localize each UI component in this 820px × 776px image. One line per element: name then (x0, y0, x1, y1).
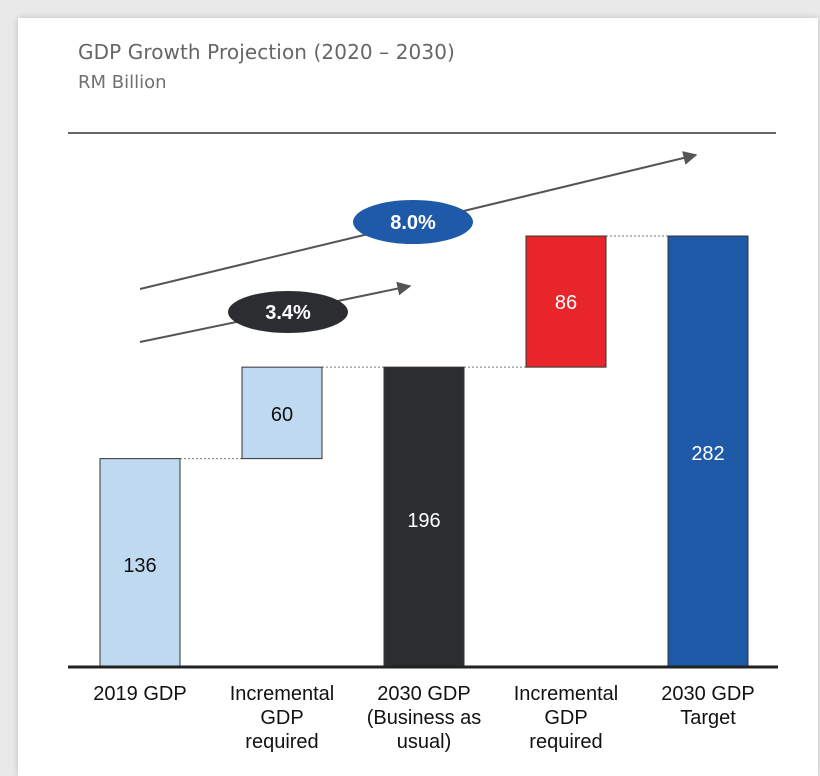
category-label-line: required (245, 731, 319, 753)
growth-rate-label: 3.4% (265, 302, 311, 324)
chart-title: GDP Growth Projection (2020 – 2030) (78, 40, 455, 64)
data-label: 86 (555, 292, 577, 314)
category-label-line: Incremental (229, 683, 335, 705)
bar-1 (99, 458, 181, 667)
category-label-line: (Business as (366, 707, 482, 729)
data-label: 60 (271, 404, 293, 426)
bar-2 (241, 366, 323, 460)
category-label-line: GDP (544, 707, 588, 729)
category-label: Incremental GDP required (212, 682, 352, 754)
category-label-line: required (529, 731, 603, 753)
data-label: 136 (123, 555, 156, 577)
category-label-line: 2019 GDP (93, 683, 187, 705)
growth-rate-label: 8.0% (390, 212, 436, 234)
category-label-line: usual) (396, 731, 452, 753)
category-label-line: 2030 GDP (661, 683, 755, 705)
category-label: 2030 GDP (Business as usual) (354, 682, 494, 754)
data-label: 196 (407, 510, 440, 532)
category-label-line: GDP (260, 707, 304, 729)
category-label: 2019 GDP (70, 682, 210, 706)
category-label-line: Incremental (513, 683, 619, 705)
category-label: Incremental GDP required (496, 682, 636, 754)
data-label: 282 (691, 443, 724, 465)
growth-rate-badge (353, 200, 473, 244)
category-label-line: 2030 GDP (377, 683, 471, 705)
chart-subtitle: RM Billion (78, 72, 167, 93)
category-label: 2030 GDP Target (638, 682, 778, 730)
growth-rate-badge (228, 291, 348, 333)
category-label-line: Target (680, 707, 736, 729)
bar-4 (525, 235, 607, 368)
bar-3 (383, 366, 465, 667)
